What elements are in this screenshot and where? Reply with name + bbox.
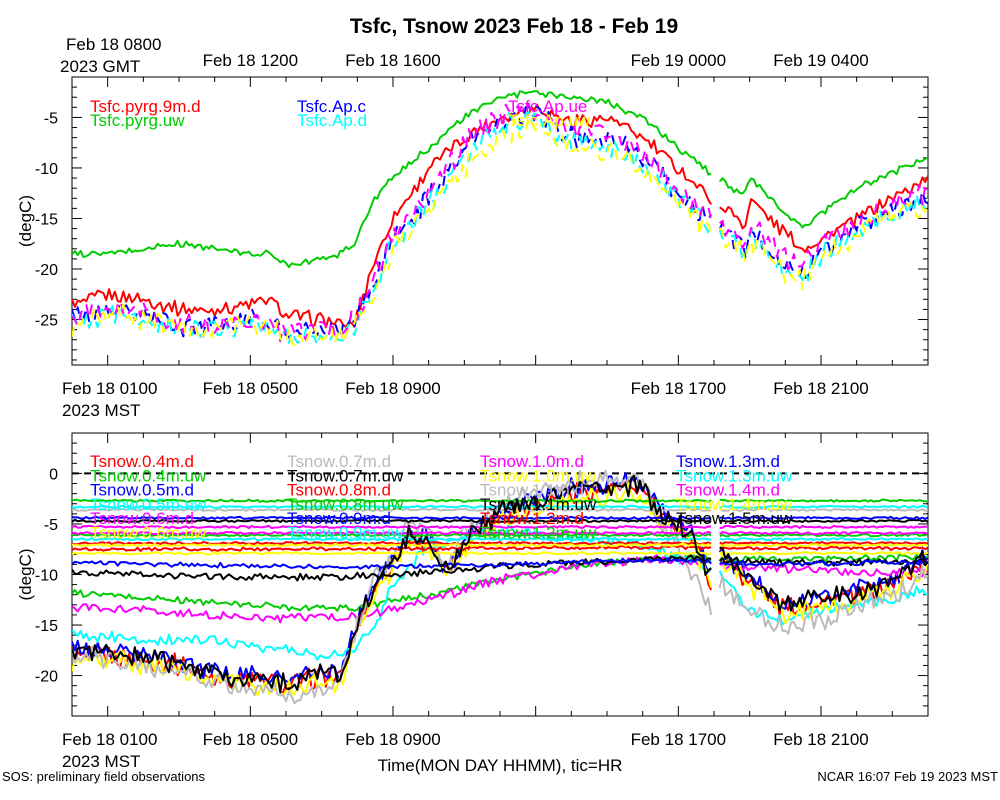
legend-tsnow-0-9m-d: Tsnow.0.9m.d <box>287 509 391 528</box>
series-line-tsnow-0-8m-d <box>72 544 928 552</box>
x-tick-label: Feb 18 0500 <box>203 730 298 749</box>
x-tick-label: Feb 18 0900 <box>345 730 440 749</box>
series-line-tsnow-1-2m-d <box>72 540 928 546</box>
legend-tsnow-1-0m-uw: Tsnow.1.0m.uw <box>480 466 597 485</box>
y-tick-label: -5 <box>44 110 58 127</box>
legend-tsnow-1-3m-d: Tsnow.1.3m.d <box>676 452 780 471</box>
y-axis-label: (degC) <box>16 549 35 601</box>
series-line-tsnow-1-1m-d <box>72 507 928 513</box>
series-group <box>72 469 928 705</box>
legend-tsnow-0-6m-uw: Tsnow.0.6m.uw <box>90 524 207 543</box>
top-first-label-zone: 2023 GMT <box>60 57 140 76</box>
x-tick-label: Feb 18 0500 <box>203 379 298 398</box>
series-line-tsnow-0-8m-uw <box>72 498 928 503</box>
top-panel-tsfc: -25 -20 -15 -10 -5 (degC) Feb 18 0100 2023 MST F… <box>16 35 929 420</box>
footer-left: SOS: preliminary field observations <box>2 769 206 784</box>
legend-tsnow-0-4m-uw: Tsnow.0.4m.uw <box>90 466 207 485</box>
legend-tsfc-ap-ue: Tsfc.Ap.ue <box>508 97 587 116</box>
legend-tsnow-0-5m-uw: Tsnow.0.5m.uw <box>90 495 207 514</box>
series-line-tsfc-ap-c <box>72 105 928 339</box>
top-tick-label: Feb 19 0400 <box>773 51 868 70</box>
top-tick-label: Feb 19 0000 <box>631 51 726 70</box>
legend-tsnow-1-1m-uw: Tsnow.1.1m.uw <box>480 495 597 514</box>
legend-tsfc-ap-d: Tsfc.Ap.d <box>297 111 367 130</box>
top-first-label: Feb 18 0800 <box>66 35 161 54</box>
legend-tsnow-1-3m-uw: Tsnow.1.3m.uw <box>676 466 793 485</box>
y-tick-label: -20 <box>35 262 58 279</box>
legend-tsnow-1-2m-d: Tsnow.1.2m.d <box>480 509 584 528</box>
top-tick-label: Feb 18 1600 <box>345 51 440 70</box>
y-tick-label: -10 <box>35 568 58 585</box>
x-first-label: Feb 18 0100 <box>62 379 157 398</box>
x-first-label: Feb 18 0100 <box>62 730 157 749</box>
chart-title: Tsfc, Tsnow 2023 Feb 18 - Feb 19 <box>350 15 678 38</box>
series-line-tsnow-1-4m-uw <box>72 542 928 548</box>
legend-tsnow-0-4m-d: Tsnow.0.4m.d <box>90 452 194 471</box>
legend-tsfc-pyrg-9m-d: Tsfc.pyrg.9m.d <box>90 97 201 116</box>
series-line-tsnow-0-9m-d <box>72 557 928 570</box>
y-tick-label: -15 <box>35 211 58 228</box>
x-tick-label: Feb 18 2100 <box>773 730 868 749</box>
series-line-tsnow-1-0m-d <box>72 524 928 530</box>
series-line-tsnow-1-3m-uw <box>72 504 928 510</box>
legend-tsnow-1-4m-d: Tsnow.1.4m.d <box>676 481 780 500</box>
legend-tsnow-1-5m-uw: Tsnow.1.5m.uw <box>676 509 793 528</box>
y-tick-label: -20 <box>35 669 58 686</box>
x-tick-label: Feb 18 1700 <box>631 730 726 749</box>
legend-tsnow-0-7m-uw: Tsnow.0.7m.uw <box>287 466 404 485</box>
legend-tsfc-pyrg-uw: Tsfc.pyrg.uw <box>90 111 185 130</box>
x-tick-label: Feb 18 2100 <box>773 379 868 398</box>
legend-tsnow-1-0m-d: Tsnow.1.0m.d <box>480 452 584 471</box>
x-tick-label: Feb 18 0900 <box>345 379 440 398</box>
series-line-tsfc-pyrg-uw <box>72 90 928 269</box>
y-tick-label: -15 <box>35 618 58 635</box>
x-first-label-zone: 2023 MST <box>62 401 140 420</box>
y-axis-label: (degC) <box>16 195 35 247</box>
legend-tsnow-0-9m-uw: Tsnow.0.9m.uw <box>287 524 404 543</box>
legend-tsfc-ap-c: Tsfc.Ap.c <box>297 97 366 116</box>
legend-tsnow-0-7m-d: Tsnow.0.7m.d <box>287 452 391 471</box>
legend-tsnow-0-5m-d: Tsnow.0.5m.d <box>90 481 194 500</box>
x-tick-label: Feb 18 1700 <box>631 379 726 398</box>
y-tick-label: -5 <box>44 517 58 534</box>
series-line-tsnow-0-9m-uw <box>72 536 928 542</box>
legend-tsnow-1-4m-uw: Tsnow.1.4m.uw <box>676 495 793 514</box>
top-tick-label: Feb 18 1200 <box>203 51 298 70</box>
series-line-tsnow-1-1m-uw <box>72 518 928 524</box>
footer-right: NCAR 16:07 Feb 19 2023 MST <box>817 769 998 784</box>
bottom-panel-tsnow: -20 -15 -10 -5 0 (degC) Feb 18 0100 2023 MST Feb… <box>16 432 929 771</box>
series-line-tsnow-1-4m-d <box>72 530 928 536</box>
series-line-tsnow-1-3m-d <box>72 515 928 521</box>
series-group <box>72 90 928 347</box>
legend-tsnow-0-8m-uw: Tsnow.0.8m.uw <box>287 495 404 514</box>
y-tick-label: -10 <box>35 161 58 178</box>
legend-tsnow-1-2m-uw: Tsnow.1.2m.uw <box>480 524 597 543</box>
series-line-tsfc-ap-uw <box>72 117 928 346</box>
legend-tsnow-0-6m-d: Tsnow.0.6m.d <box>90 509 194 528</box>
y-tick-label: 0 <box>49 466 58 483</box>
x-axis-label: Time(MON DAY HHMM), tic=HR <box>378 756 623 775</box>
legend-tsnow-1-1m-d: Tsnow.1.1m.d <box>480 481 584 500</box>
legend-tsnow-0-8m-d: Tsnow.0.8m.d <box>287 481 391 500</box>
series-line-tsnow-0-7m-d <box>72 469 928 705</box>
series-line-tsnow-1-0m-uw <box>72 551 928 556</box>
legend-tsfc-ap-uw: Tsfc.Ap.uw <box>508 111 591 130</box>
series-line-tsfc-pyrg-9m-d <box>72 103 928 329</box>
series-line-tsfc-ap-ue <box>72 102 928 343</box>
x-first-label-zone: 2023 MST <box>62 752 140 771</box>
series-line-tsfc-ap-d <box>72 111 928 347</box>
series-line-tsnow-1-5m-uw <box>72 474 928 694</box>
y-tick-label: -25 <box>35 313 58 330</box>
